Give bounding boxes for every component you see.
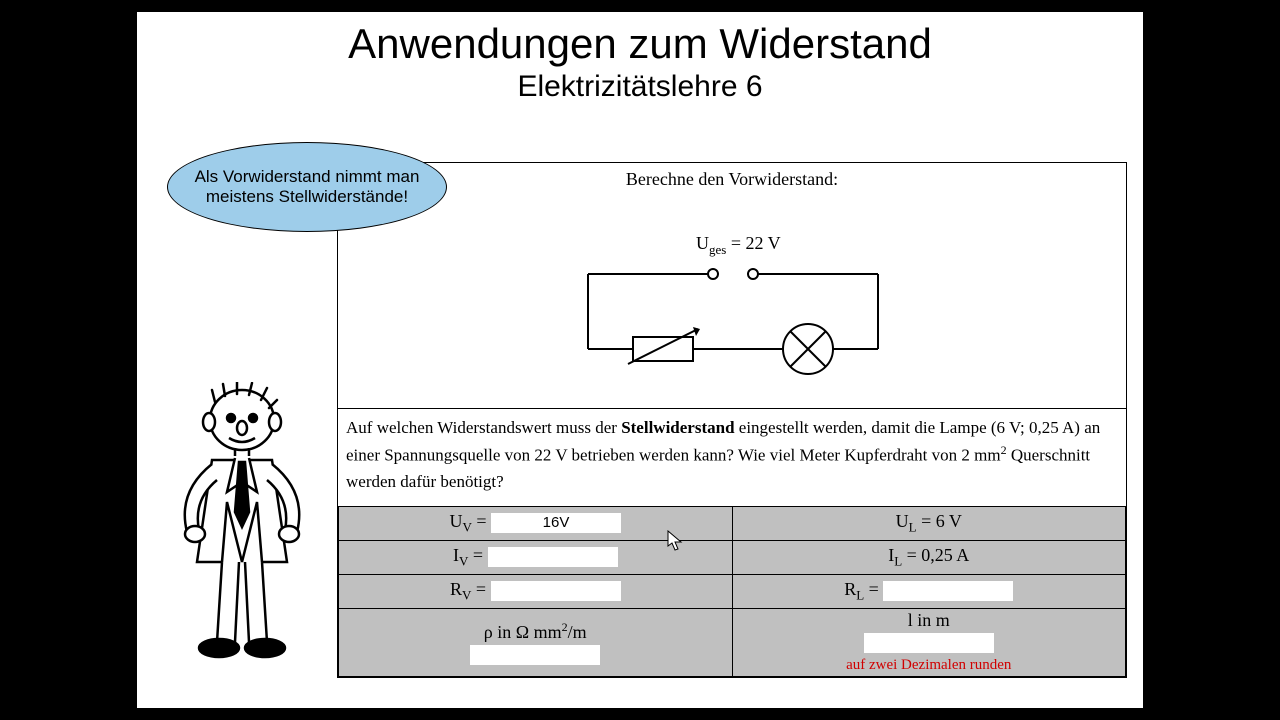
character-illustration — [157, 382, 327, 662]
worksheet: Berechne den Vorwiderstand: Uges = 22 V — [337, 162, 1127, 678]
worksheet-question: Auf welchen Widerstandswert muss der Ste… — [338, 409, 1126, 506]
worksheet-instruction: Berechne den Vorwiderstand: — [338, 169, 1126, 190]
input-rho[interactable] — [470, 645, 600, 665]
svg-text:Uges = 22 V: Uges = 22 V — [696, 233, 781, 257]
page-subtitle: Elektrizitätslehre 6 — [137, 70, 1143, 104]
input-iv[interactable] — [488, 547, 618, 567]
input-rv[interactable] — [491, 581, 621, 601]
slide: Anwendungen zum Widerstand Elektrizitäts… — [135, 10, 1145, 710]
circuit-diagram: Uges = 22 V — [558, 229, 918, 399]
input-rl[interactable] — [883, 581, 1013, 601]
speech-bubble-text: Als Vorwiderstand nimmt man meistens Ste… — [182, 167, 432, 207]
speech-bubble: Als Vorwiderstand nimmt man meistens Ste… — [167, 142, 447, 232]
cell-il: IL = 0,25 A — [732, 540, 1126, 574]
cell-length: l in m auf zwei Dezimalen runden — [732, 608, 1126, 676]
values-table: UV = 16V UL = 6 V IV = IL = 0,25 A RV = — [338, 506, 1126, 677]
rounding-note: auf zwei Dezimalen runden — [846, 657, 1011, 673]
input-uv[interactable]: 16V — [491, 513, 621, 533]
worksheet-diagram-area: Berechne den Vorwiderstand: Uges = 22 V — [338, 169, 1126, 409]
cell-ul: UL = 6 V — [732, 506, 1126, 540]
cell-rho: ρ in Ω mm2/m — [339, 608, 733, 676]
cell-rv: RV = — [339, 574, 733, 608]
input-length[interactable] — [864, 633, 994, 653]
cell-rl: RL = — [732, 574, 1126, 608]
cursor-icon — [667, 530, 685, 552]
page-title: Anwendungen zum Widerstand — [137, 20, 1143, 68]
